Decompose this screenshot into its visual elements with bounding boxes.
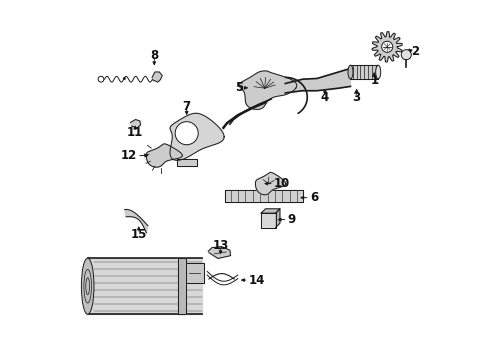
Ellipse shape bbox=[376, 65, 381, 79]
Polygon shape bbox=[261, 213, 275, 228]
Polygon shape bbox=[372, 32, 402, 62]
Polygon shape bbox=[152, 72, 162, 82]
Polygon shape bbox=[147, 144, 182, 167]
Circle shape bbox=[401, 50, 411, 60]
Polygon shape bbox=[285, 68, 350, 93]
Polygon shape bbox=[225, 190, 303, 202]
Circle shape bbox=[382, 41, 393, 52]
Ellipse shape bbox=[81, 258, 94, 314]
Polygon shape bbox=[350, 65, 378, 79]
Text: 11: 11 bbox=[127, 126, 144, 139]
Polygon shape bbox=[125, 210, 148, 233]
Polygon shape bbox=[178, 258, 186, 314]
Text: 8: 8 bbox=[150, 49, 158, 62]
Text: 3: 3 bbox=[352, 91, 361, 104]
Text: 10: 10 bbox=[274, 177, 290, 190]
Polygon shape bbox=[275, 209, 280, 228]
Polygon shape bbox=[176, 159, 197, 166]
Polygon shape bbox=[186, 263, 204, 283]
Polygon shape bbox=[130, 120, 141, 128]
Text: 4: 4 bbox=[321, 91, 329, 104]
Text: 1: 1 bbox=[370, 75, 379, 87]
Polygon shape bbox=[208, 247, 231, 258]
Text: 15: 15 bbox=[131, 228, 147, 240]
Text: 6: 6 bbox=[310, 191, 318, 204]
Ellipse shape bbox=[348, 65, 353, 79]
Polygon shape bbox=[261, 209, 280, 213]
Text: 9: 9 bbox=[288, 213, 296, 226]
Polygon shape bbox=[255, 172, 286, 195]
Text: 7: 7 bbox=[183, 100, 191, 113]
Text: 12: 12 bbox=[121, 149, 137, 162]
Polygon shape bbox=[88, 258, 202, 314]
Circle shape bbox=[175, 122, 198, 145]
Text: 5: 5 bbox=[235, 81, 243, 94]
Text: 14: 14 bbox=[248, 274, 265, 287]
Polygon shape bbox=[170, 113, 224, 160]
Circle shape bbox=[123, 77, 126, 80]
Text: 13: 13 bbox=[212, 239, 229, 252]
Text: 2: 2 bbox=[411, 45, 419, 58]
Polygon shape bbox=[239, 71, 297, 109]
